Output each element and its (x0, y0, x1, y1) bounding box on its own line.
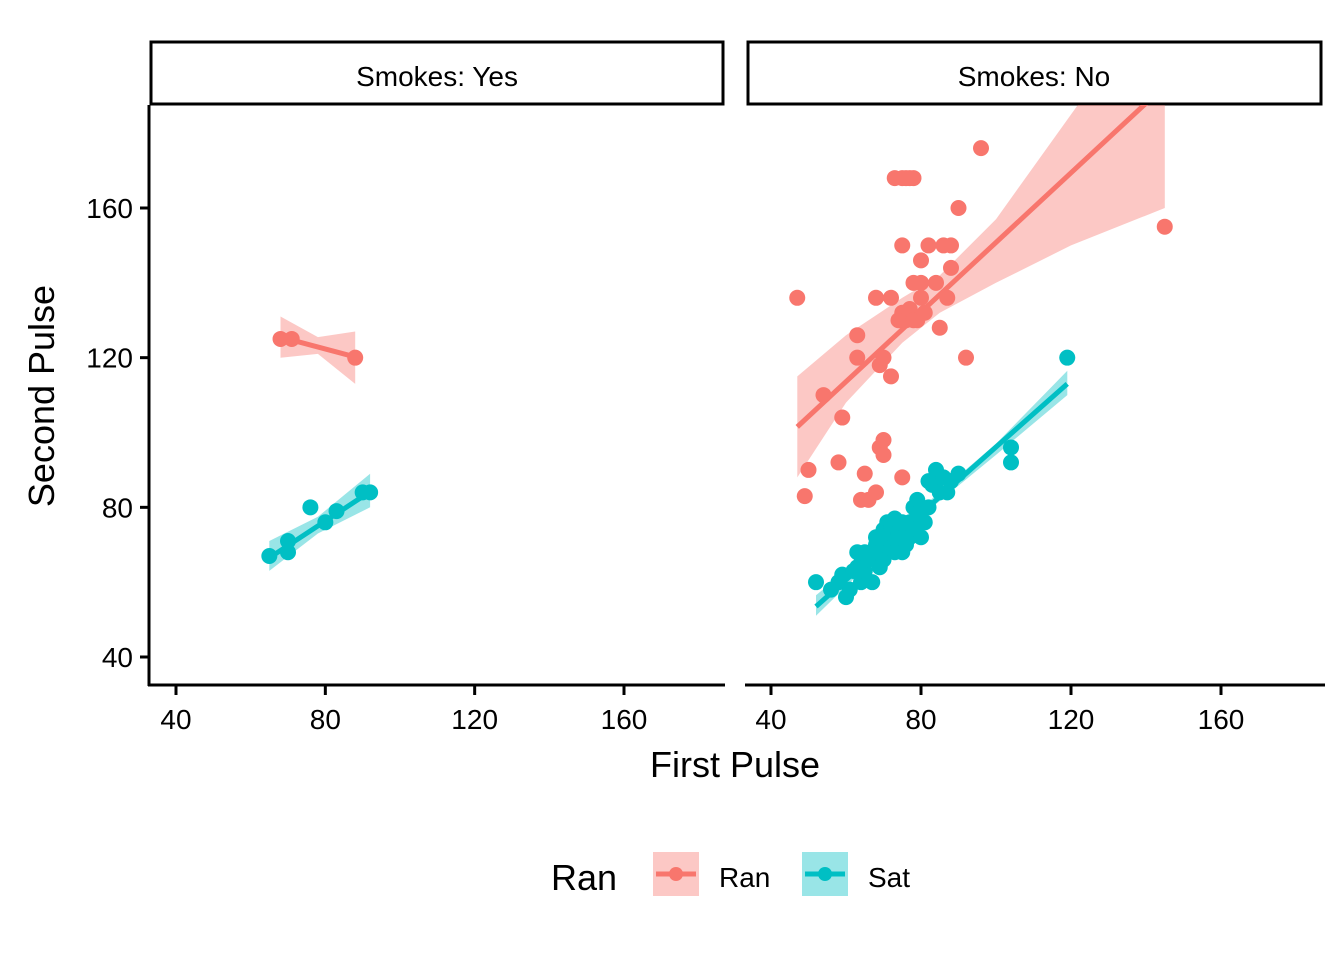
data-point-ran (905, 170, 922, 187)
data-point-ran (815, 387, 832, 404)
plot-area-no (789, 105, 1173, 616)
data-point-sat (1059, 349, 1076, 366)
data-point-ran (849, 349, 866, 366)
legend-label-ran: Ran (719, 862, 770, 893)
legend-key-sat (802, 852, 848, 896)
data-point-ran (883, 289, 899, 306)
data-point-ran (1156, 218, 1173, 235)
data-point-ran (283, 330, 300, 347)
confidence-band-ran (797, 105, 1165, 478)
data-point-sat (808, 574, 824, 591)
data-point-ran (875, 431, 892, 448)
strip-label-yes: Smokes: Yes (356, 61, 518, 92)
data-point-ran (789, 289, 806, 306)
data-point-sat (841, 581, 858, 598)
data-point-ran (916, 304, 933, 321)
data-point-ran (868, 484, 884, 501)
data-point-ran (913, 274, 929, 291)
x-tick-label: 160 (601, 704, 648, 735)
y-tick-label: 160 (86, 193, 133, 224)
data-point-sat (864, 574, 881, 591)
data-point-ran (272, 330, 289, 347)
legend: Ran Ran Sat (551, 852, 910, 898)
data-point-ran (868, 289, 884, 306)
panel-smokes-no: Smokes: No 40 80 120 160 (745, 40, 1325, 735)
data-point-ran (856, 465, 873, 482)
data-point-ran (894, 237, 911, 254)
y-tick-label: 120 (86, 343, 133, 374)
legend-key-sat-point (818, 867, 832, 881)
data-point-sat (1003, 439, 1019, 456)
data-point-ran (958, 349, 974, 366)
data-point-sat (916, 514, 933, 531)
fit-line-ran (795, 105, 1148, 429)
data-point-sat (950, 465, 967, 482)
data-point-sat (875, 551, 892, 568)
y-ticks: 40 80 120 160 (86, 193, 149, 673)
x-tick-label: 120 (451, 704, 498, 735)
x-tick-label: 120 (1048, 704, 1095, 735)
data-point-sat (261, 547, 278, 564)
x-ticks-yes: 40 80 120 160 (160, 686, 647, 735)
y-axis-title: Second Pulse (21, 285, 62, 507)
data-point-sat (302, 499, 319, 516)
data-point-ran (939, 289, 956, 306)
confidence-band-ran (280, 316, 356, 384)
data-point-ran (920, 237, 937, 254)
y-tick-label: 40 (102, 642, 133, 673)
data-point-ran (830, 454, 847, 471)
data-point-ran (796, 488, 813, 505)
data-point-ran (875, 349, 892, 366)
data-point-ran (943, 259, 959, 276)
y-tick-label: 80 (102, 492, 133, 523)
plot-area-yes (261, 316, 379, 571)
x-tick-label: 40 (755, 704, 786, 735)
data-point-ran (928, 274, 944, 291)
x-ticks-no: 40 80 120 160 (755, 686, 1244, 735)
strip-label-no: Smokes: No (958, 61, 1111, 92)
data-point-sat (280, 533, 296, 550)
data-point-sat (1003, 454, 1019, 471)
x-axis-title: First Pulse (650, 744, 820, 785)
strip-box-yes (149, 40, 725, 106)
data-point-sat (362, 484, 379, 501)
legend-key-ran-point (669, 867, 683, 881)
panel-smokes-yes: Smokes: Yes 40 80 120 160 40 80 120 160 (86, 40, 725, 735)
x-tick-label: 80 (905, 704, 936, 735)
data-point-ran (973, 140, 989, 157)
data-point-ran (943, 237, 959, 254)
data-point-ran (849, 327, 866, 344)
legend-label-sat: Sat (868, 862, 910, 893)
strip-box-no (746, 40, 1323, 106)
data-point-ran (913, 289, 929, 306)
x-tick-label: 80 (310, 704, 341, 735)
data-point-sat (328, 503, 345, 520)
data-point-ran (913, 252, 929, 269)
data-point-ran (883, 368, 899, 385)
data-point-ran (875, 446, 892, 463)
data-point-sat (317, 514, 334, 531)
x-tick-label: 40 (160, 704, 191, 735)
x-tick-label: 160 (1198, 704, 1245, 735)
data-point-sat (913, 529, 929, 546)
data-point-ran (800, 461, 817, 478)
data-point-ran (834, 409, 851, 426)
data-point-ran (347, 349, 364, 366)
data-point-sat (280, 544, 296, 561)
legend-title: Ran (551, 857, 617, 898)
data-point-ran (950, 200, 967, 216)
legend-key-ran (653, 852, 699, 896)
data-point-sat (920, 499, 937, 516)
data-point-ran (931, 319, 948, 336)
data-point-ran (894, 469, 911, 486)
